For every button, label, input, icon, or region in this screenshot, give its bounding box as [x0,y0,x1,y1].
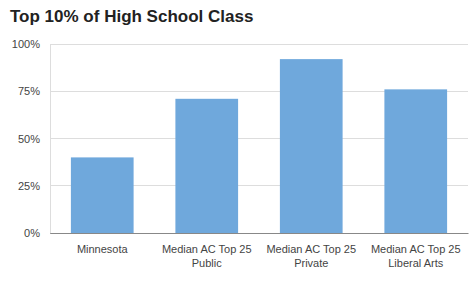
y-tick-label: 50% [18,133,40,145]
y-tick: 75% [18,85,50,97]
bar [384,89,447,233]
grid-line [50,44,468,45]
y-tick-label: 25% [18,180,40,192]
y-tick: 0% [24,227,50,239]
chart-title: Top 10% of High School Class [10,7,253,26]
chart: Top 10% of High School Class 0% 25% 50% 75% 1… [0,0,474,293]
x-tick-label: Median AC Top 25Private [266,243,356,269]
x-tick-label: Median AC Top 25Public [162,243,252,269]
y-tick-label: 100% [12,38,40,50]
y-axis: 0% 25% 50% 75% 100% [12,38,51,239]
x-tick: Median AC Top 25Private [266,233,356,269]
y-tick: 50% [18,133,50,145]
x-axis: Minnesota Median AC Top 25Public Median AC… [51,233,469,269]
x-tick-label: Median AC Top 25Liberal Arts [371,243,461,269]
bars [71,59,447,233]
bar [280,59,343,233]
bar [175,99,238,233]
y-tick-label: 75% [18,85,40,97]
plot: 0% 25% 50% 75% 100% Minnesota Median AC Top 25… [12,38,469,269]
y-tick-label: 0% [24,227,40,239]
y-axis-line [50,45,51,234]
x-axis-line [51,233,469,234]
x-tick: Median AC Top 25Liberal Arts [371,233,461,269]
y-tick: 25% [18,180,50,192]
x-tick: Minnesota [77,233,129,255]
grid [50,44,468,233]
y-tick: 100% [12,38,50,50]
bar [71,157,134,233]
x-tick-label: Minnesota [77,243,129,255]
x-tick: Median AC Top 25Public [162,233,252,269]
